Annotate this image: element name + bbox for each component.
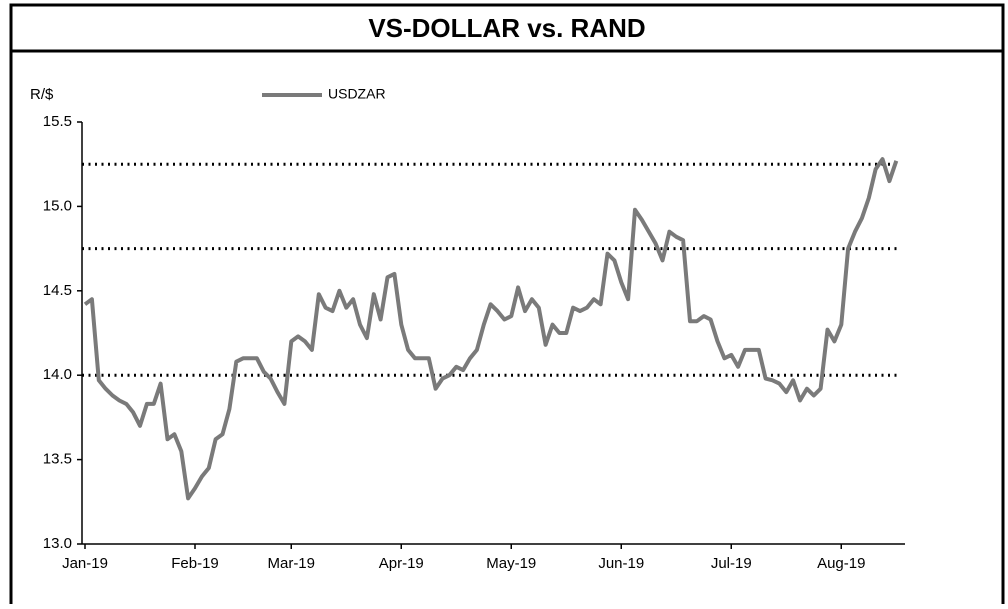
y-tick-label: 15.5 (43, 113, 72, 130)
y-tick-label: 14.0 (43, 366, 72, 383)
x-tick-label: Jan-19 (62, 555, 108, 572)
y-tick-label: 13.5 (43, 451, 72, 468)
legend-label: USDZAR (328, 86, 386, 102)
y-axis-label: R/$ (30, 86, 54, 103)
series-line (83, 157, 899, 501)
chart-title: VS-DOLLAR vs. RAND (368, 13, 645, 43)
x-tick-label: Feb-19 (171, 555, 219, 572)
x-tick-label: May-19 (486, 555, 536, 572)
y-tick-label: 14.5 (43, 282, 72, 299)
y-tick-label: 13.0 (43, 535, 72, 552)
x-tick-label: Jun-19 (598, 555, 644, 572)
y-tick-label: 15.0 (43, 197, 72, 214)
x-tick-label: Jul-19 (711, 555, 752, 572)
x-tick-label: Mar-19 (267, 555, 315, 572)
x-tick-label: Apr-19 (379, 555, 424, 572)
x-tick-label: Aug-19 (817, 555, 865, 572)
frame (9, 3, 1005, 604)
